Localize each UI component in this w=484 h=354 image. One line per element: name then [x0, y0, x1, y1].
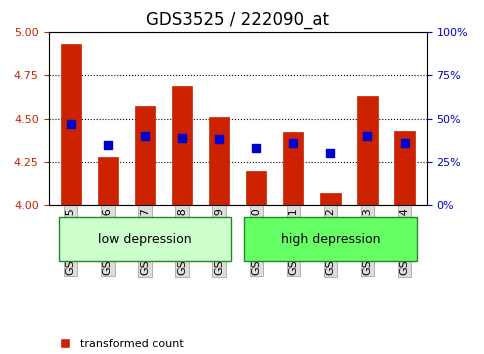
FancyBboxPatch shape: [59, 217, 231, 261]
Point: [67, 121, 75, 127]
FancyBboxPatch shape: [243, 217, 416, 261]
Point: [326, 150, 333, 156]
Point: [104, 142, 111, 148]
Bar: [97, 157, 118, 205]
Text: high depression: high depression: [280, 233, 379, 246]
Text: GSM230891: GSM230891: [287, 207, 298, 275]
Bar: [319, 193, 340, 205]
Text: GSM230894: GSM230894: [399, 207, 408, 275]
Title: GDS3525 / 222090_at: GDS3525 / 222090_at: [146, 11, 329, 29]
Text: GSM230887: GSM230887: [140, 207, 150, 275]
Point: [289, 140, 297, 146]
Point: [215, 137, 223, 142]
Bar: [171, 86, 192, 205]
Bar: [209, 117, 229, 205]
Point: [141, 133, 149, 139]
Bar: [135, 107, 155, 205]
Bar: [357, 96, 377, 205]
Bar: [60, 44, 81, 205]
Point: [178, 135, 185, 141]
Text: GSM230892: GSM230892: [325, 207, 334, 275]
Text: GSM230886: GSM230886: [103, 207, 113, 275]
Text: GSM230893: GSM230893: [362, 207, 372, 275]
Text: GSM230885: GSM230885: [66, 207, 76, 275]
Text: GSM230889: GSM230889: [213, 207, 224, 275]
Legend: transformed count, percentile rank within the sample: transformed count, percentile rank withi…: [54, 339, 267, 354]
Text: individual: individual: [0, 353, 1, 354]
Bar: [393, 131, 414, 205]
Text: low depression: low depression: [98, 233, 191, 246]
Point: [252, 145, 259, 151]
Text: GSM230888: GSM230888: [177, 207, 187, 275]
Bar: [283, 132, 303, 205]
Text: GSM230890: GSM230890: [251, 207, 261, 275]
Point: [400, 140, 408, 146]
Bar: [245, 171, 266, 205]
Point: [363, 133, 371, 139]
